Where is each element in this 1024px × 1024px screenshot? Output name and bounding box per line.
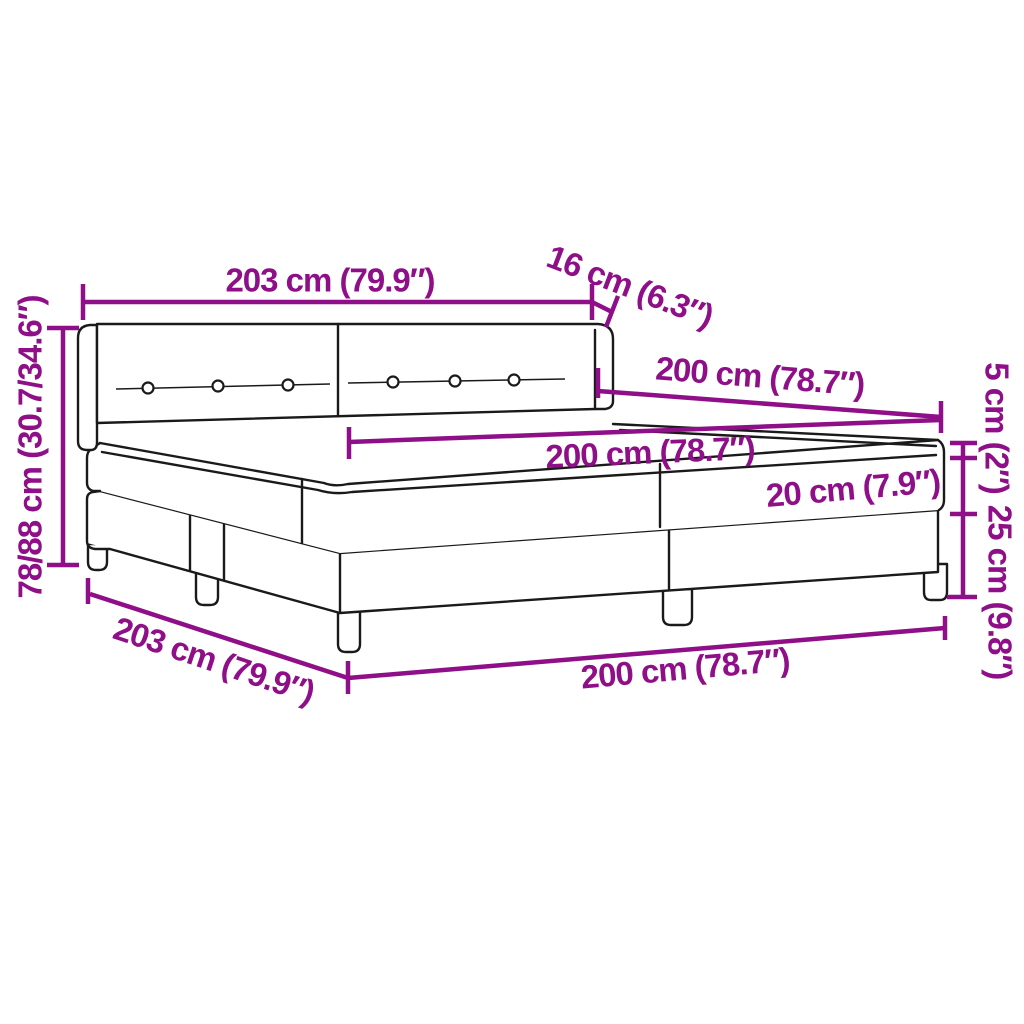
bed-leg [336, 608, 362, 654]
headboard-button [386, 375, 400, 389]
base-outline [85, 489, 940, 615]
box-spring-base [85, 489, 940, 615]
headboard-button [507, 373, 521, 387]
dim-height-bracket [947, 440, 977, 600]
dim-bed-length-label: 200 cm (78.7″) [654, 349, 865, 402]
dim-headboard-depth-line [590, 295, 621, 328]
dim-bed-depth-line [85, 578, 349, 681]
dim-headboard-depth-label: 16 cm (6.3″) [542, 237, 718, 334]
bed-leg [661, 587, 694, 627]
dim-total-height-label: 78/88 cm (30.7/34.6″) [12, 295, 49, 598]
topper-seam [100, 450, 938, 495]
dim-topper-height-label: 5 cm (2″) [979, 362, 1016, 494]
headboard-button [211, 379, 225, 393]
dim-base-height-label: 25 cm (9.8″) [982, 505, 1019, 679]
headboard-button [141, 381, 155, 395]
dim-total-height-line [47, 325, 79, 568]
headboard-button [281, 378, 295, 392]
dim-bed-length-line [595, 368, 944, 433]
bed-illustration [76, 322, 949, 654]
dim-bed-width-line [345, 616, 948, 694]
mattress [85, 422, 946, 553]
dim-headboard-width-label: 203 cm (79.9″) [225, 262, 434, 299]
headboard-front-panel [95, 322, 615, 425]
dim-mattress-length-label: 200 cm (78.7″) [545, 429, 756, 475]
bed-leg [86, 542, 109, 572]
mattress-right-cap [936, 438, 946, 512]
dim-bed-width-label: 200 cm (78.7″) [579, 640, 791, 695]
headboard-side-panel [76, 323, 99, 452]
mattress-top-edges [98, 422, 940, 487]
dim-mattress-length-line [346, 417, 942, 459]
mattress-back-edge-2 [618, 428, 938, 448]
headboard-button [448, 374, 462, 388]
